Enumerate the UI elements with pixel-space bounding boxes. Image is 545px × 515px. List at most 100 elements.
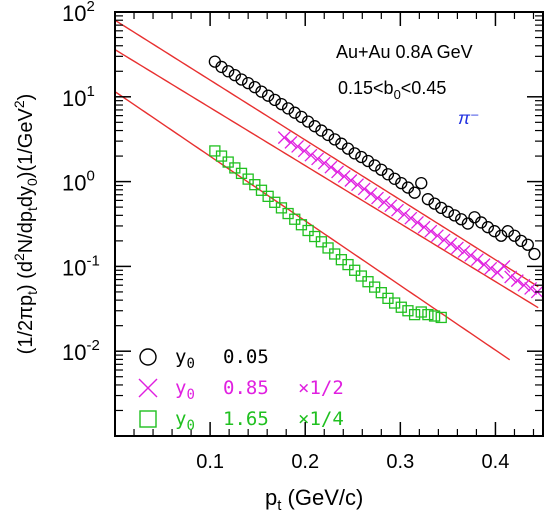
- data-point-circle: [275, 97, 288, 111]
- data-point-circle: [448, 209, 461, 222]
- data-point-cross: [457, 245, 471, 258]
- data-point-circle: [528, 247, 541, 261]
- data-point-cross: [524, 281, 538, 295]
- data-point-circle: [375, 163, 388, 176]
- data-point-square: [402, 305, 414, 317]
- data-point-cross: [444, 237, 458, 251]
- data-point-circle: [355, 150, 368, 164]
- data-point-circle: [321, 128, 335, 142]
- x-tick-label: 0.3: [386, 451, 414, 473]
- data-point-cross: [277, 131, 291, 145]
- data-point-circle: [222, 65, 235, 78]
- data-point-cross: [464, 248, 478, 262]
- data-point-square: [315, 236, 328, 248]
- data-point-cross: [364, 187, 378, 201]
- data-point-cross: [504, 270, 518, 284]
- y-tick-label: 10-1: [62, 252, 100, 280]
- data-point-cross: [497, 259, 511, 273]
- data-point-circle: [488, 225, 501, 238]
- data-point-cross: [510, 274, 524, 288]
- data-point-circle: [288, 106, 301, 119]
- data-point-cross: [437, 233, 451, 247]
- legend-label-0: y0 0.05: [175, 346, 269, 372]
- x-tick-label: 0.1: [196, 451, 224, 473]
- y-tick-label: 101: [62, 83, 95, 111]
- data-point-circle: [455, 213, 468, 226]
- annotation-system: Au+Au 0.8A GeV: [336, 42, 473, 62]
- y-axis-title: (1/2πpt) (d2N/dptdy0)(1/GeV2): [11, 94, 40, 355]
- data-point-square: [302, 224, 314, 237]
- data-point-square: [342, 258, 354, 271]
- svg-text:pt (GeV/c): pt (GeV/c): [265, 485, 363, 514]
- data-point-square: [282, 207, 294, 220]
- x-tick-label: 0.4: [482, 451, 510, 473]
- x-tick-label: 0.2: [291, 451, 319, 473]
- y-tick-label: 10-2: [62, 337, 100, 365]
- data-point-circle: [235, 73, 248, 86]
- data-point-square: [329, 248, 341, 260]
- svg-text:(1/2πpt) (d2N/dptdy0)(1/GeV2): (1/2πpt) (d2N/dptdy0)(1/GeV2): [11, 94, 40, 355]
- data-point-circle: [381, 168, 395, 181]
- data-point-circle: [461, 217, 475, 230]
- data-point-circle: [301, 115, 315, 128]
- data-point-circle: [368, 159, 381, 172]
- data-point-circle: [495, 229, 508, 242]
- data-point-cross: [304, 148, 318, 162]
- data-point-circle: [481, 221, 494, 234]
- data-point-square: [395, 301, 407, 313]
- data-point-cross: [351, 178, 364, 192]
- data-point-circle: [361, 154, 375, 168]
- legend-marker-0: [139, 348, 157, 366]
- legend-marker-1: [138, 378, 158, 398]
- data-point-cross: [450, 241, 464, 255]
- data-point-circle: [242, 76, 255, 90]
- data-point-cross: [331, 165, 345, 179]
- data-point-square: [235, 167, 248, 180]
- data-point-cross: [410, 215, 424, 229]
- data-point-circle: [435, 201, 448, 215]
- data-point-cross: [377, 195, 391, 209]
- data-point-cross: [317, 156, 331, 170]
- data-point-circle: [514, 234, 528, 248]
- data-point-square: [275, 202, 288, 214]
- data-point-square: [349, 264, 361, 276]
- data-point-cross: [357, 182, 371, 196]
- data-point-circle: [228, 69, 241, 82]
- data-point-cross: [470, 253, 484, 267]
- data-point-square: [375, 287, 387, 299]
- fit-curve-0: [114, 19, 539, 288]
- data-point-circle: [261, 89, 275, 102]
- data-point-circle: [441, 205, 455, 218]
- data-point-circle: [315, 124, 328, 137]
- data-point-circle: [308, 120, 321, 133]
- data-point-circle: [348, 147, 361, 160]
- data-point-cross: [291, 139, 305, 153]
- legend-label-1: y0 0.85 ×1/2: [175, 377, 344, 403]
- data-point-circle: [328, 133, 341, 146]
- data-point-circle: [281, 102, 295, 115]
- data-point-cross: [297, 144, 311, 158]
- data-point-circle: [521, 238, 534, 251]
- legend-marker-2: [139, 410, 157, 428]
- data-point-square: [428, 310, 441, 322]
- data-point-square: [355, 270, 367, 282]
- fit-curve-1: [114, 49, 539, 309]
- data-point-circle: [395, 176, 408, 190]
- data-point-cross: [284, 135, 298, 149]
- legend-label-2: y0 1.65 ×1/4: [175, 408, 344, 434]
- data-point-square: [262, 190, 274, 202]
- data-point-circle: [421, 193, 435, 206]
- legend: y0 0.05 y0 0.85 ×1/2 y0 1.65 ×1/4: [138, 346, 344, 434]
- data-point-cross: [384, 199, 398, 213]
- data-point-cross: [324, 160, 338, 174]
- data-point-square: [215, 150, 228, 162]
- data-point-square: [415, 306, 427, 318]
- data-point-circle: [215, 60, 228, 74]
- data-point-cross: [344, 174, 358, 187]
- data-point-circle: [248, 80, 261, 94]
- data-point-cross: [430, 229, 444, 243]
- annotation-particle: π⁻: [458, 108, 480, 128]
- y-tick-label: 102: [62, 0, 95, 26]
- data-point-circle: [408, 186, 421, 199]
